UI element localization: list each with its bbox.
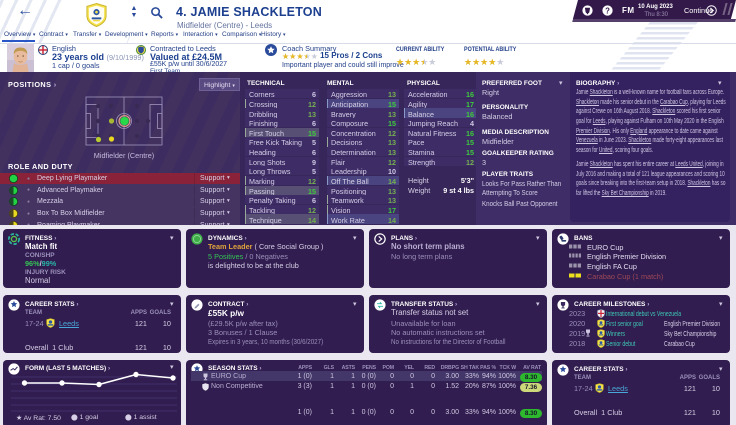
svg-text:?: ? xyxy=(605,6,610,15)
